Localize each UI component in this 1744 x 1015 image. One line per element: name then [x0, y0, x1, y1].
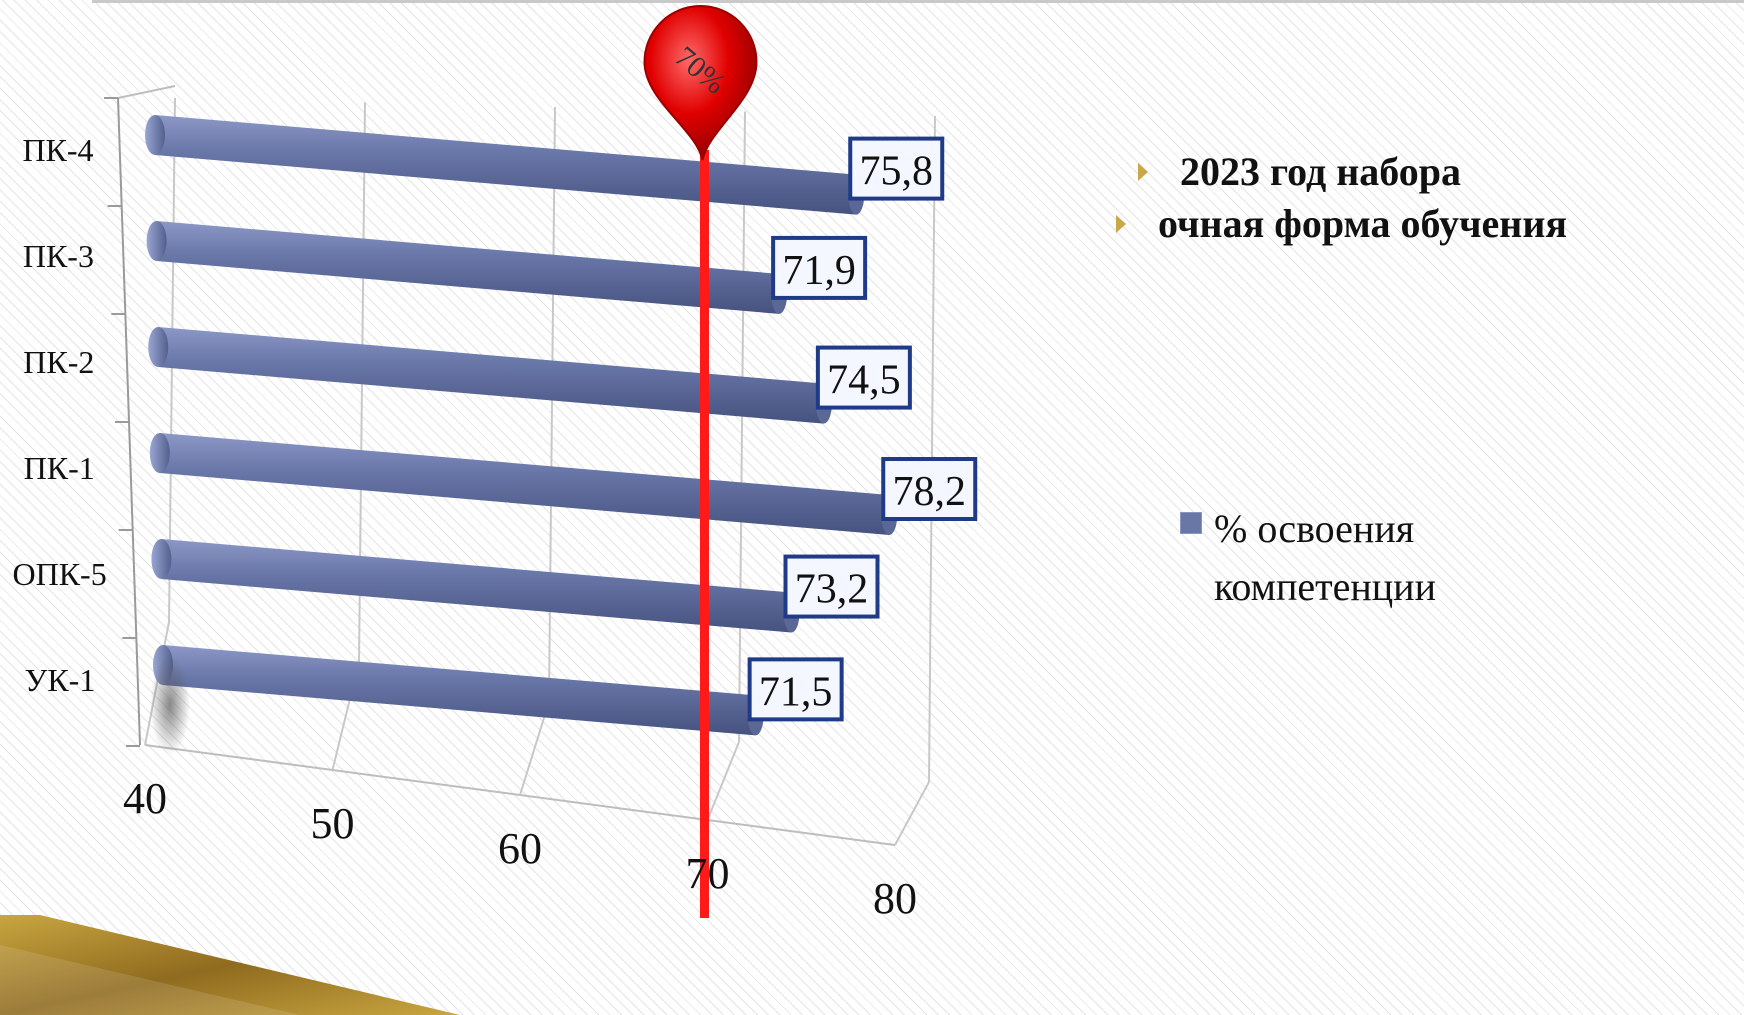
bar-shadow	[150, 655, 190, 755]
value-labels: 71,5 73,2 78,2 74,5 71,9 75,8	[747, 136, 978, 722]
bullet-form: очная форма обучения	[1116, 200, 1567, 247]
bars	[145, 115, 898, 755]
value-label-box-ПК-1	[881, 457, 978, 522]
value-label-box-ПК-2	[815, 345, 912, 410]
x-tick-80: 80	[873, 874, 917, 923]
frame-top-left	[117, 85, 176, 99]
x-tick-50: 50	[311, 799, 355, 848]
bullet-form-text: очная форма обучения	[1158, 201, 1568, 246]
value-label-ПК-1: 78,2	[893, 469, 967, 515]
top-rule	[92, 0, 1744, 3]
x-tick-40: 40	[123, 774, 167, 823]
value-label-ОПК-5: 73,2	[795, 567, 869, 613]
value-label-УК-1: 71,5	[759, 669, 833, 715]
pin-marker-icon	[643, 5, 758, 161]
grid-floor-line-70	[706, 741, 740, 821]
value-label-box-ПК-4	[848, 136, 945, 201]
bar-ПК-4	[155, 115, 857, 215]
bar-cap-left-ПК-2	[148, 327, 169, 367]
bar-ПК-3	[156, 221, 780, 314]
category-label-УК-1: УК-1	[25, 662, 96, 698]
value-label-box-УК-1	[747, 657, 844, 722]
bar-cap-left-ПК-3	[146, 221, 167, 261]
bar-ПК-1	[159, 433, 890, 536]
value-label-ПК-4: 75,8	[860, 149, 934, 195]
bullet-year-text: 2023 год набора	[1180, 149, 1462, 194]
bar-УК-1	[163, 645, 756, 736]
grid-line-70	[738, 111, 746, 743]
x-tick-70: 70	[686, 849, 730, 898]
grid-floor-line-60	[519, 701, 550, 796]
value-label-ПК-3: 71,9	[782, 248, 856, 294]
category-label-ОПК-5: ОПК-5	[12, 556, 106, 592]
category-label-ПК-2: ПК-2	[23, 344, 94, 380]
bar-cap-left-ОПК-5	[151, 539, 172, 579]
bar-cap-left-ПК-1	[149, 433, 170, 473]
grid-line-60	[548, 106, 556, 703]
bullet-arrow-icon	[1138, 162, 1148, 181]
reference-line: 70%	[643, 5, 758, 918]
category-label-ПК-1: ПК-1	[24, 450, 95, 486]
bar-ПК-2	[158, 327, 824, 424]
bullet-arrow-icon	[1116, 214, 1126, 233]
bullet-year: 2023 год набора	[1138, 148, 1461, 195]
category-label-ПК-4: ПК-4	[22, 132, 93, 168]
legend-swatch	[1180, 512, 1202, 534]
category-label-ПК-3: ПК-3	[23, 238, 94, 274]
category-labels: УК-1 ОПК-5 ПК-1 ПК-2 ПК-3 ПК-4	[12, 132, 106, 698]
bar-cap-left-ПК-4	[145, 115, 165, 155]
grid-line-80	[928, 115, 936, 783]
x-tick-labels: 40 50 60 70 80	[123, 774, 917, 923]
grid-floor-line-80	[894, 781, 930, 846]
legend-label: % освоения компетенции	[1214, 506, 1436, 609]
value-label-box-ПК-3	[771, 235, 868, 300]
x-tick-60: 60	[498, 824, 542, 873]
value-label-ПК-2: 74,5	[827, 358, 901, 404]
value-label-box-ОПК-5	[783, 554, 880, 619]
corner-decoration	[0, 915, 460, 1015]
bar-ОПК-5	[161, 539, 792, 633]
